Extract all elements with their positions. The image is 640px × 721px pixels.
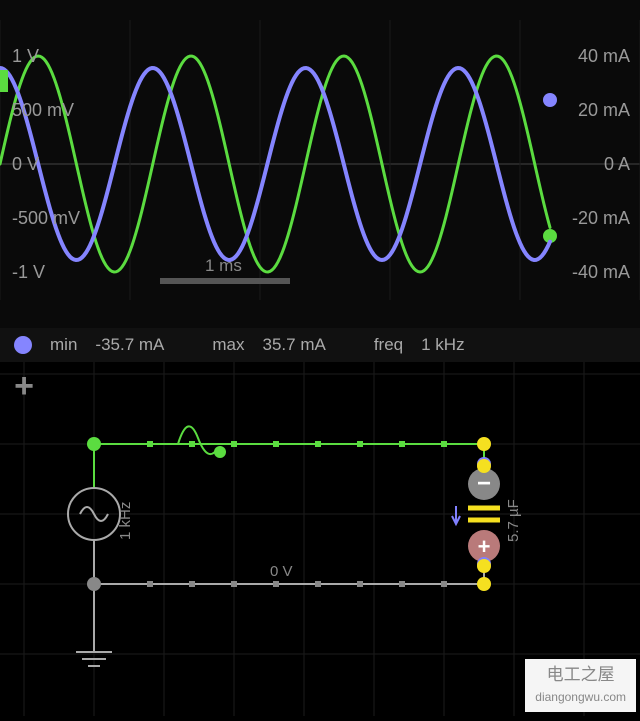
scope-plot bbox=[0, 0, 640, 328]
svg-text:5.7 µF: 5.7 µF bbox=[505, 499, 522, 542]
trace-indicator-dot bbox=[14, 336, 32, 354]
left-axis-tick: 0 V bbox=[12, 154, 39, 175]
right-axis-tick: 40 mA bbox=[578, 46, 630, 67]
right-axis-tick: 20 mA bbox=[578, 100, 630, 121]
right-axis-tick: -20 mA bbox=[572, 208, 630, 229]
meas-min-label: min bbox=[50, 335, 77, 355]
watermark-line1: 电工之屋diangongwu.com bbox=[535, 665, 626, 706]
left-axis-tick: 1 V bbox=[12, 46, 39, 67]
add-component-button[interactable]: + bbox=[6, 370, 42, 406]
svg-text:1 kHz: 1 kHz bbox=[117, 502, 134, 540]
meas-min-value: -35.7 mA bbox=[95, 335, 164, 355]
left-axis-tick: -500 mV bbox=[12, 208, 80, 229]
meas-max-label: max bbox=[212, 335, 244, 355]
time-scale-label: 1 ms bbox=[205, 256, 242, 276]
trace-marker bbox=[0, 70, 8, 92]
svg-text:0 V: 0 V bbox=[270, 563, 293, 580]
measurement-bar: min -35.7 mA max 35.7 mA freq 1 kHz bbox=[0, 328, 640, 362]
watermark: 电工之屋diangongwu.com bbox=[525, 659, 636, 712]
left-axis-tick: -1 V bbox=[12, 262, 45, 283]
meas-max-value: 35.7 mA bbox=[263, 335, 326, 355]
meas-freq-value: 1 kHz bbox=[421, 335, 464, 355]
right-axis-tick: -40 mA bbox=[572, 262, 630, 283]
time-scale-bar bbox=[160, 278, 290, 284]
left-axis-tick: 500 mV bbox=[12, 100, 74, 121]
svg-text:+: + bbox=[478, 534, 491, 559]
oscilloscope-pane[interactable]: 1 ms 1 V 500 mV 0 V -500 mV -1 V 40 mA 20 mA 0 … bbox=[0, 0, 640, 328]
meas-freq-label: freq bbox=[374, 335, 403, 355]
right-axis-tick: 0 A bbox=[604, 154, 630, 175]
svg-text:−: − bbox=[477, 470, 491, 497]
